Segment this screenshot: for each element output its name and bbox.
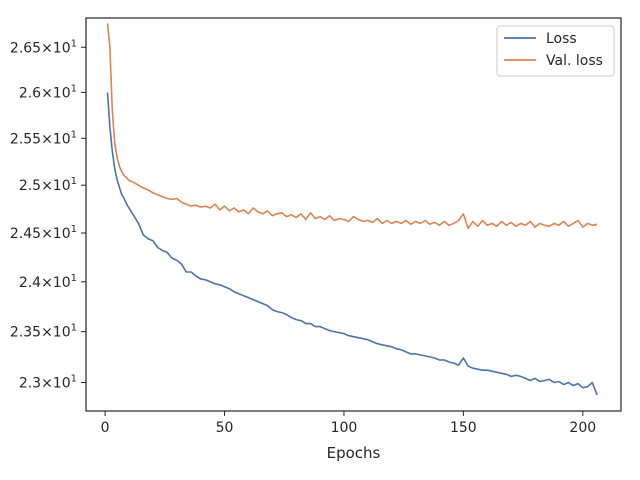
y-tick-label: 2.65×101: [10, 38, 77, 56]
legend-label-loss: Loss: [546, 31, 577, 47]
x-tick-label: 0: [101, 420, 110, 436]
y-tick-label: 2.45×101: [10, 224, 77, 242]
y-tick-label: 2.55×101: [10, 129, 77, 147]
x-axis-label: Epochs: [327, 444, 381, 462]
series-lines: [106, 23, 598, 396]
plot-area: [86, 18, 621, 411]
x-axis-ticks: 0 50 100 150 200: [101, 411, 596, 436]
y-tick-label: 2.4×101: [19, 273, 77, 291]
y-tick-label: 2.5×101: [19, 176, 77, 194]
x-tick-label: 100: [331, 420, 358, 436]
series-line-val-loss: [106, 23, 598, 229]
y-tick-label: 2.35×101: [10, 323, 77, 341]
x-tick-label: 150: [450, 420, 477, 436]
x-tick-label: 200: [569, 420, 596, 436]
plot-frame: [85, 17, 622, 412]
y-tick-label: 2.3×101: [19, 374, 77, 392]
series-line-loss: [106, 92, 598, 396]
y-axis-ticks: 2.3×101 2.35×101 2.4×101 2.45×101 2.5×101 2.5…: [10, 38, 86, 392]
y-tick-label: 2.6×101: [19, 83, 77, 101]
legend-label-val-loss: Val. loss: [546, 53, 603, 69]
legend: Loss Val. loss: [496, 25, 615, 77]
x-tick-label: 50: [216, 420, 234, 436]
